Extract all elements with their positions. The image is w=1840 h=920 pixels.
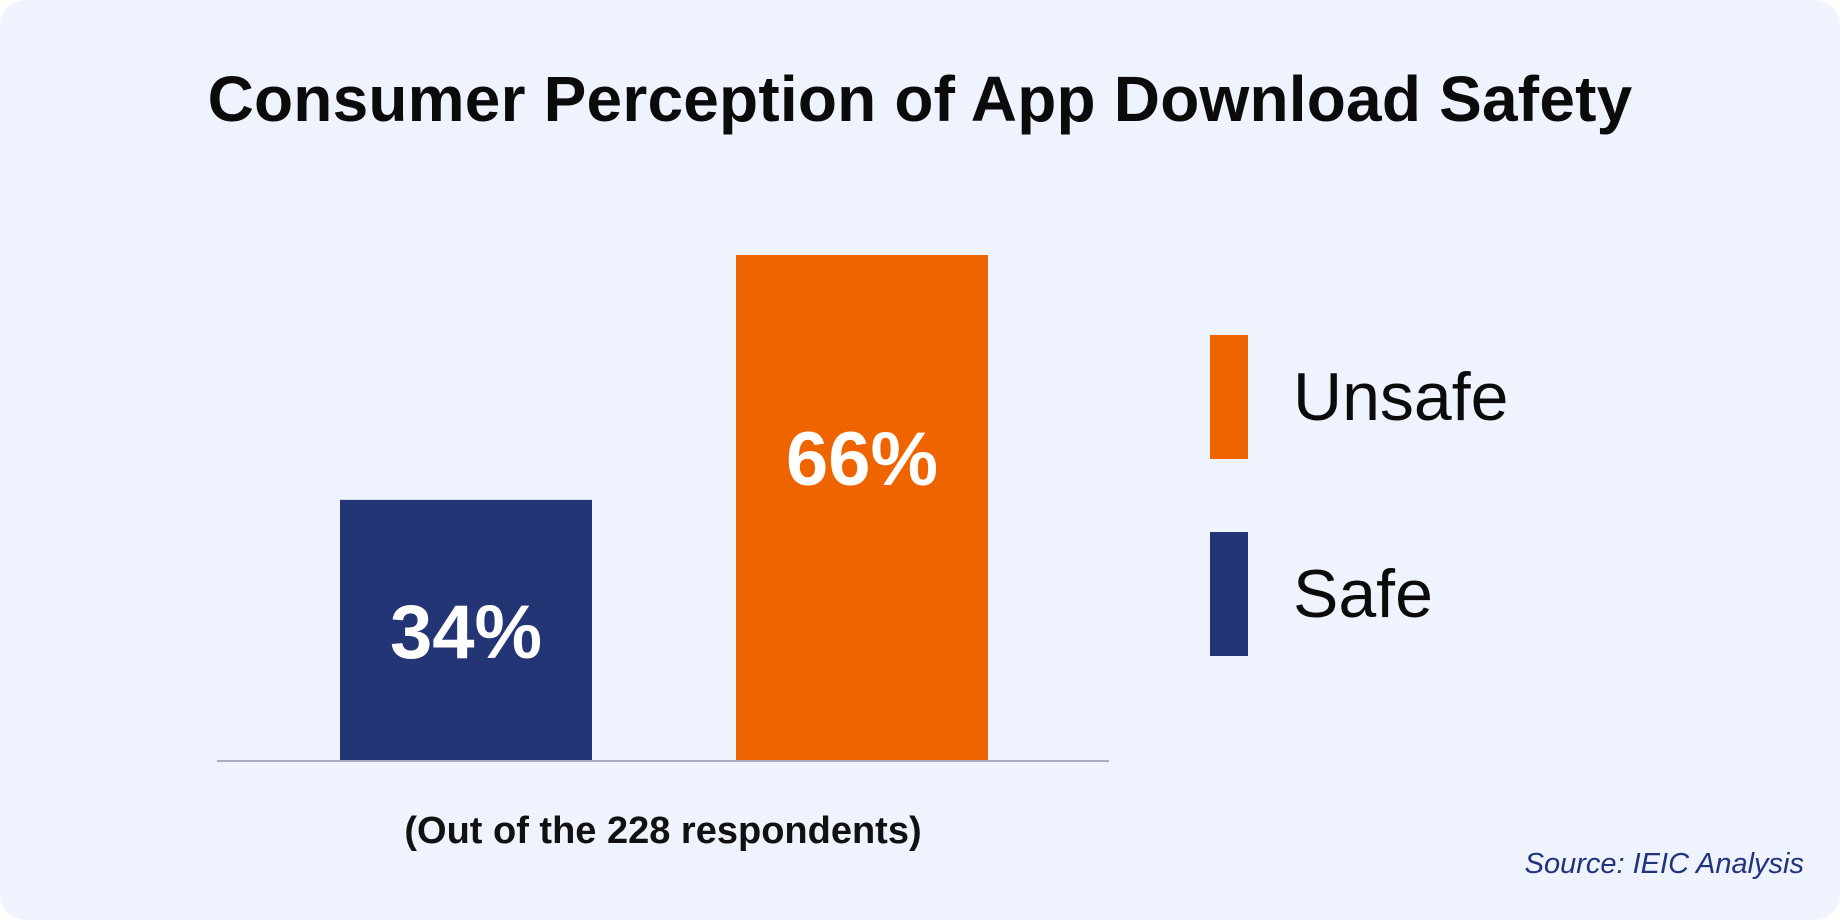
respondents-footnote: (Out of the 228 respondents) [404,810,922,852]
bar-unsafe [736,255,988,760]
legend-item-safe: Safe [1210,532,1770,656]
data-label-safe: 34% [390,590,542,675]
legend-swatch-unsafe [1210,335,1248,459]
legend-item-unsafe: Unsafe [1210,335,1770,459]
legend-label-safe: Safe [1293,556,1433,632]
chart-title: Consumer Perception of App Download Safe… [207,63,1633,135]
legend-label-unsafe: Unsafe [1293,359,1509,435]
data-label-unsafe: 66% [786,417,938,502]
legend-swatch-safe [1210,532,1248,656]
bar-safe [340,499,592,760]
source-note: Source: IEIC Analysis [1524,848,1804,880]
